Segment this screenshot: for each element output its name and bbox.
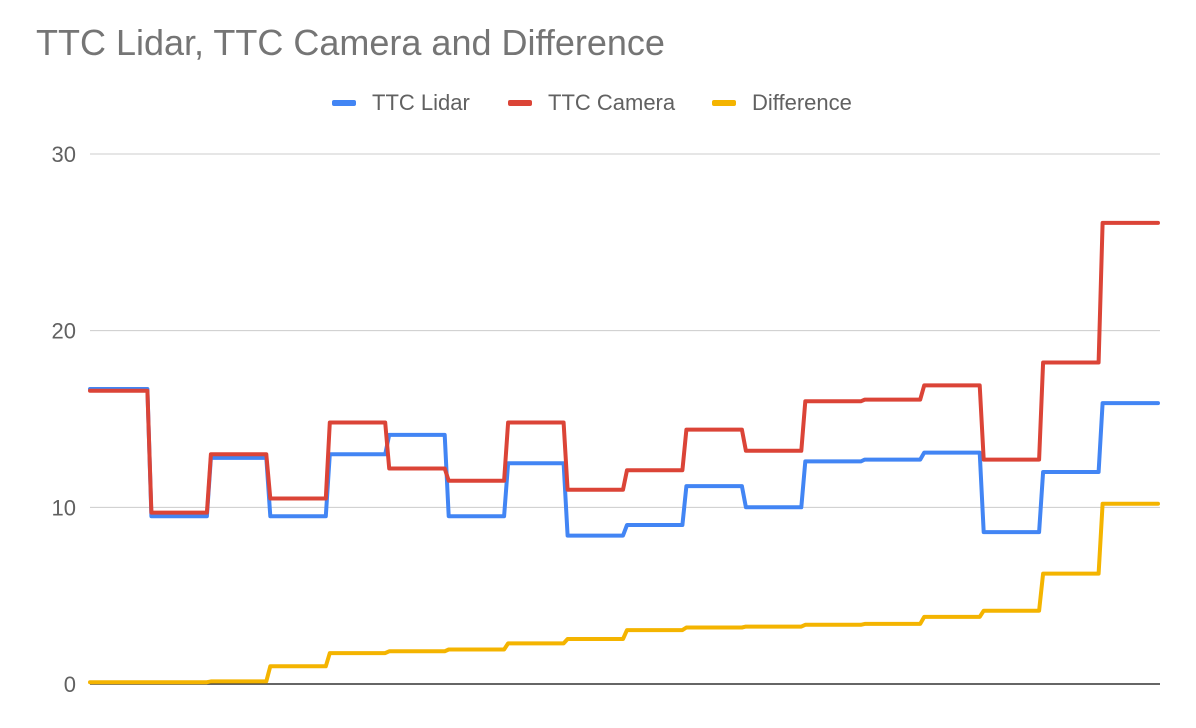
y-tick-label-30: 30 — [52, 142, 76, 167]
y-tick-label-0: 0 — [64, 672, 76, 697]
y-tick-label-10: 10 — [52, 495, 76, 520]
series-lines — [90, 223, 1158, 682]
y-axis-ticks: 0 10 20 30 — [52, 142, 76, 697]
series-line-ttc-camera[interactable] — [90, 223, 1158, 513]
y-tick-label-20: 20 — [52, 319, 76, 344]
series-line-ttc-lidar[interactable] — [90, 389, 1158, 536]
gridlines — [90, 154, 1160, 684]
